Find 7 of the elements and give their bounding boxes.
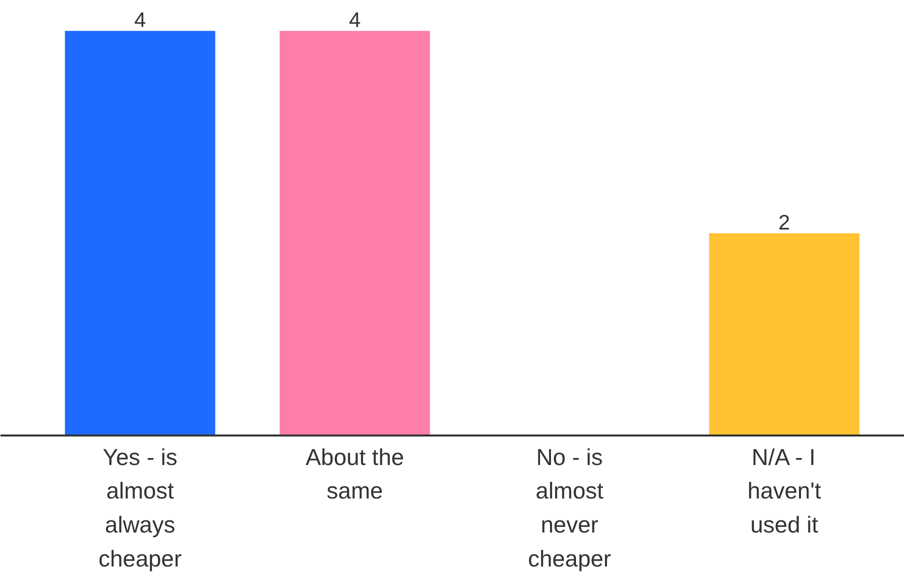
- x-tick-label: N/A - I haven't used it: [748, 444, 822, 538]
- x-tick-label: Yes - is almost always cheaper: [98, 444, 182, 572]
- data-label: 4: [348, 8, 361, 32]
- data-label: 2: [778, 211, 790, 234]
- x-tick-label: About the same: [306, 444, 404, 504]
- x-tick-label: No - is almost never cheaper: [528, 444, 612, 572]
- data-label: 4: [134, 8, 146, 32]
